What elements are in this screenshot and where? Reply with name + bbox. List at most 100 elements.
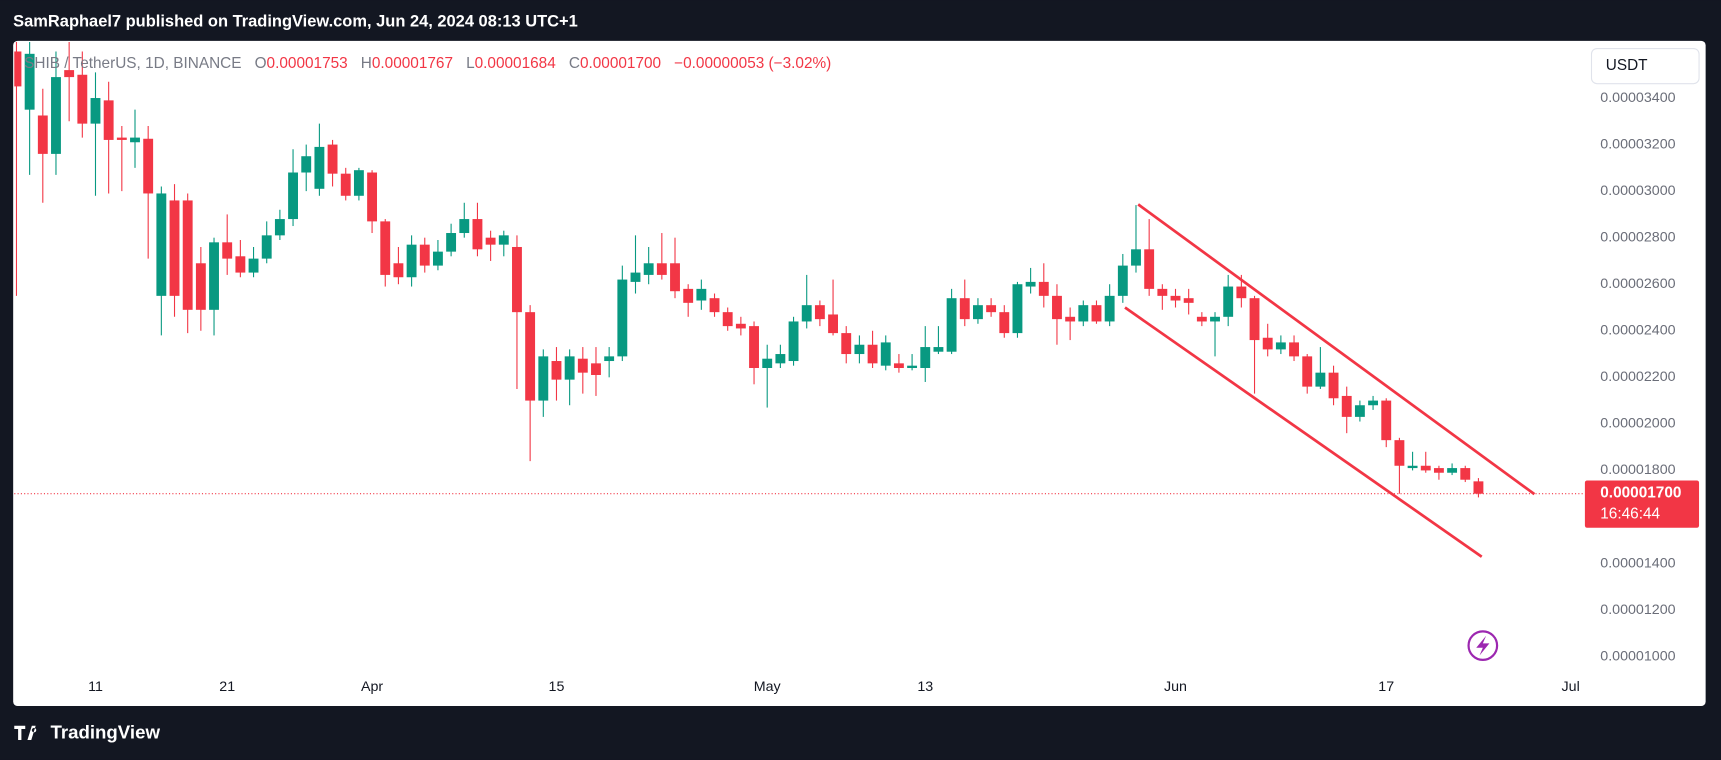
published-info: SamRaphael7 published on TradingView.com… [13, 13, 578, 31]
candle-body [525, 312, 536, 401]
y-tick-label: 0.00001200 [1600, 602, 1675, 618]
y-tick-label: 0.00001800 [1600, 462, 1675, 478]
candle-body [327, 144, 338, 174]
candle-body [920, 347, 931, 369]
candle-body [1196, 316, 1207, 322]
candle-body [1157, 288, 1168, 296]
candle-body [24, 53, 35, 110]
lightning-icon[interactable] [1467, 630, 1499, 661]
candle-body [1052, 295, 1062, 320]
legend-change: −0.00000053 (−3.02%) [674, 55, 831, 72]
candle-body [696, 288, 707, 301]
countdown-text: 16:46:44 [1600, 506, 1660, 523]
candle-body [143, 138, 154, 194]
chart-panel [13, 40, 1706, 706]
candle-body [116, 137, 127, 140]
candle-body [854, 344, 865, 355]
candle-body [288, 172, 298, 220]
logo-text: TradingView [50, 721, 160, 742]
candle-body [1420, 465, 1431, 471]
legend-label: H [361, 55, 372, 72]
candle-body [1236, 286, 1247, 299]
candle-body [749, 326, 759, 369]
candle-body [1012, 284, 1023, 334]
candle-body [459, 219, 470, 234]
candle-body [643, 263, 654, 275]
y-tick-label: 0.00003400 [1600, 90, 1675, 106]
candle-body [841, 333, 852, 355]
candle-body [1262, 337, 1273, 350]
candle-body [103, 100, 114, 140]
x-tick-label: 21 [219, 679, 235, 695]
candle-body [1131, 249, 1141, 266]
y-tick-label: 0.00003000 [1600, 183, 1675, 199]
candle-body [64, 70, 75, 78]
icon-circle[interactable] [1467, 630, 1499, 661]
x-tick-label: 15 [549, 679, 565, 695]
candle-body [762, 358, 773, 369]
candle-body [1249, 298, 1260, 341]
candle-body [577, 358, 588, 373]
candle-body [617, 279, 628, 357]
candle-body [1302, 356, 1313, 387]
candle-body [775, 354, 786, 364]
legend-label: C [569, 55, 580, 72]
y-tick-label: 0.00002200 [1600, 369, 1675, 385]
candle-body [380, 221, 391, 275]
candle-body [340, 173, 351, 196]
x-tick-label: 13 [917, 679, 933, 695]
candle-body [933, 347, 944, 352]
candle-body [999, 312, 1010, 334]
y-tick-label: 0.00001000 [1600, 648, 1675, 664]
candle-body [959, 298, 970, 320]
candle-body [946, 298, 957, 352]
candle-body [551, 361, 562, 380]
candle-body [1341, 395, 1352, 417]
candle-body [907, 365, 918, 369]
icon-bolt[interactable] [1476, 635, 1490, 656]
legend-label: O [255, 55, 267, 72]
candle-body [1328, 372, 1339, 399]
candle-body [169, 200, 180, 296]
currency-button-box[interactable] [1590, 47, 1700, 85]
candle-body [986, 305, 997, 313]
currency-button-label[interactable]: USDT [1606, 57, 1648, 74]
candle-body [274, 219, 285, 236]
currency-button[interactable]: USDT [1590, 47, 1700, 85]
candle-body [1210, 316, 1220, 322]
candle-body [828, 314, 838, 334]
x-tick-label: 17 [1378, 679, 1394, 695]
candle-body [1223, 286, 1234, 317]
candle-body [37, 115, 48, 154]
last-price-box [1584, 480, 1700, 528]
candle-body [90, 98, 101, 124]
candle-body [472, 219, 483, 250]
candle-body [683, 288, 694, 303]
y-tick-label: 0.00003200 [1600, 136, 1675, 152]
candle-body [1025, 281, 1036, 287]
channel-lower-line [1124, 306, 1483, 558]
candle-body [604, 356, 615, 362]
candle-body [564, 356, 575, 380]
candle-body [14, 51, 22, 87]
candle-body [1354, 405, 1365, 417]
candle-body [1104, 295, 1115, 322]
legend: SHIB / TetherUS, 1D, BINANCE O0.00001753… [24, 55, 831, 72]
candle-body [709, 298, 720, 313]
candle-body [314, 146, 325, 189]
candle-body [1368, 400, 1379, 406]
candle-body [1038, 281, 1049, 296]
candle-body [1315, 372, 1326, 387]
candle-body [801, 305, 812, 322]
candle-body [1065, 316, 1076, 322]
x-tick-label: 11 [88, 679, 103, 695]
candle-body [1144, 249, 1155, 289]
y-tick-label: 0.00002600 [1600, 276, 1675, 292]
candle-body [432, 251, 443, 266]
candle-body [814, 305, 825, 320]
candle-body [1381, 400, 1392, 441]
footer-logo: TradingView [14, 721, 160, 742]
candle-body [670, 263, 680, 292]
x-tick-label: Apr [361, 679, 383, 695]
x-tick-label: Jun [1164, 679, 1187, 695]
